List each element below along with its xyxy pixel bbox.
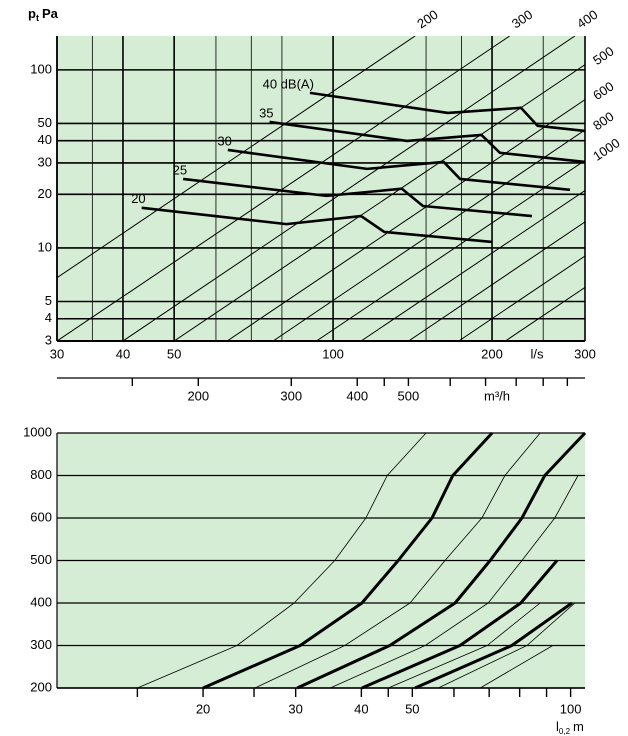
x2-axis-label: m³/h xyxy=(484,388,510,403)
curve-label: 30 xyxy=(217,133,231,148)
throw-curve xyxy=(254,432,541,689)
x-tick-label: 50 xyxy=(405,701,419,716)
x-tick-label: 40 xyxy=(116,346,130,361)
x-tick-label: 50 xyxy=(167,346,181,361)
x-tick-label: 200 xyxy=(481,346,503,361)
y-tick-label: 200 xyxy=(30,679,52,694)
throw-curve xyxy=(296,431,587,690)
throw-curve xyxy=(438,602,576,689)
throw-curve xyxy=(137,432,427,689)
y-tick-label: 600 xyxy=(30,509,52,524)
size-line xyxy=(57,36,510,341)
throw-curve xyxy=(479,645,554,689)
curve-label: 20 xyxy=(131,191,145,206)
size-line xyxy=(408,221,585,341)
size-label: 1000 xyxy=(590,135,622,164)
y-tick-label: 5 xyxy=(45,293,52,308)
noise-curve xyxy=(309,91,586,133)
throw-curve xyxy=(414,601,573,690)
size-line xyxy=(360,190,585,341)
x-tick-label: 300 xyxy=(574,346,596,361)
label-sub: 0,2 xyxy=(559,727,571,736)
noise-curve xyxy=(227,148,571,192)
y-tick-label: 3 xyxy=(45,332,52,347)
throw-curve xyxy=(202,431,494,690)
label-unit: Pa xyxy=(42,6,59,21)
noise-curve xyxy=(141,206,493,244)
size-label: 600 xyxy=(590,78,616,103)
x2-tick-label: 300 xyxy=(280,388,302,403)
label-main: l xyxy=(556,719,559,734)
x-tick-label: 30 xyxy=(288,701,302,716)
size-label: 800 xyxy=(590,109,616,134)
x2-tick-label: 400 xyxy=(346,388,368,403)
x-tick-label: 30 xyxy=(50,346,64,361)
size-line xyxy=(458,255,585,341)
y-tick-label: 4 xyxy=(45,310,52,325)
label-main: p xyxy=(28,6,36,21)
y-tick-label: 400 xyxy=(30,594,52,609)
noise-curve xyxy=(269,120,586,164)
size-line xyxy=(505,286,585,341)
size-label: 300 xyxy=(509,7,535,32)
y-tick-label: 800 xyxy=(30,467,52,482)
size-line xyxy=(57,36,416,279)
y-tick-label: 100 xyxy=(30,61,52,76)
x-tick-label: 40 xyxy=(354,701,368,716)
throw-curve xyxy=(388,602,541,689)
size-label: 500 xyxy=(590,43,616,68)
size-line xyxy=(226,99,585,341)
x-tick-label: 20 xyxy=(196,701,210,716)
size-label: 400 xyxy=(574,7,600,32)
y-tick-label: 30 xyxy=(38,154,52,169)
curve-label: 40 dB(A) xyxy=(263,76,314,91)
y-tick-label: 50 xyxy=(38,115,52,130)
noise-curve xyxy=(182,177,533,218)
x-axis-label: l/s xyxy=(531,346,545,361)
curve-label: 25 xyxy=(173,162,187,177)
x-tick-label: 100 xyxy=(322,346,344,361)
y-tick-label: 20 xyxy=(38,186,52,201)
curve-label: 35 xyxy=(259,105,273,120)
x2-tick-label: 200 xyxy=(187,388,209,403)
throw-curve xyxy=(361,559,559,690)
x2-tick-label: 500 xyxy=(398,388,420,403)
y-tick-label: 10 xyxy=(38,239,52,254)
throw-curve xyxy=(330,475,579,689)
label-unit: m xyxy=(573,719,584,734)
size-line xyxy=(316,160,585,341)
x-axis-label: l0,2 m xyxy=(556,719,584,736)
label-sub: t xyxy=(36,13,39,23)
size-line xyxy=(122,36,576,341)
size-label: 200 xyxy=(414,7,440,32)
y-tick-label: 300 xyxy=(30,637,52,652)
size-line xyxy=(173,64,585,341)
y-axis-label: pt Pa xyxy=(28,6,59,23)
y-tick-label: 500 xyxy=(30,552,52,567)
plot-area xyxy=(57,36,585,341)
x-tick-label: 100 xyxy=(560,701,582,716)
y-tick-label: 1000 xyxy=(23,424,52,439)
y-tick-label: 40 xyxy=(38,132,52,147)
